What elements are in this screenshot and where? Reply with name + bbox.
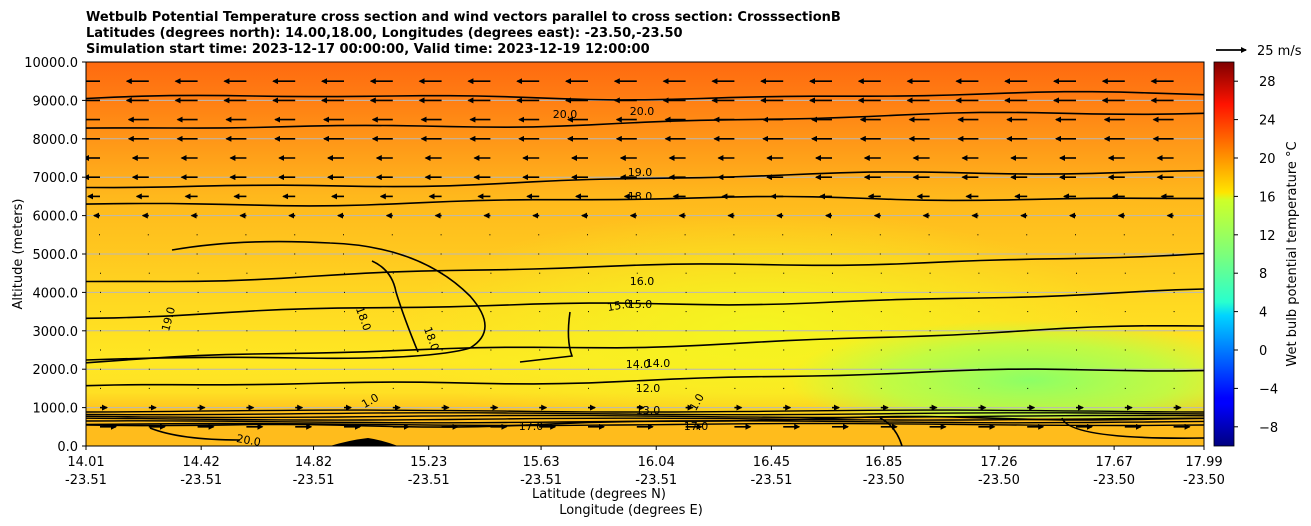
colorbar-tick-label: 28 [1259, 75, 1276, 90]
y-tick-label: 5000.0 [33, 248, 79, 263]
x-tick-label-lat: 17.99 [1185, 455, 1222, 470]
contour-line-20.0 [86, 111, 1204, 129]
colorbar-tick-label: 0 [1259, 344, 1267, 359]
contour-line-20-surface [149, 427, 241, 441]
contour-line-14.0 [86, 325, 1204, 364]
x-tick-label-lat: 17.26 [980, 455, 1017, 470]
quiver-key-label: 25 m/s [1257, 44, 1302, 59]
y-tick-label: 10000.0 [24, 56, 78, 71]
title-line-1: Wetbulb Potential Temperature cross sect… [86, 10, 841, 25]
contour-label: 20.0 [553, 108, 578, 121]
colorbar-gradient [1213, 61, 1235, 447]
wind-vectors [86, 78, 1191, 430]
contour-line-18.0 [86, 195, 1204, 207]
x-tick-label-lon: -23.51 [635, 473, 677, 488]
contour-labels: 20.0 20.019.018.016.015.014.012.017.018.0… [159, 105, 708, 449]
x-axis-label-lon: Longitude (degrees E) [559, 503, 703, 518]
contour-line-12.0 [86, 368, 1204, 387]
x-tick-label-lon: -23.50 [863, 473, 905, 488]
contour-line-15.0 [86, 288, 1204, 320]
terrain [330, 438, 398, 446]
contour-line-16.0 [86, 252, 1204, 283]
colorbar-ticks: −8 −4 0 4 8 12 16 20 24 28 [1234, 75, 1278, 436]
contour-label: 14.0 [646, 357, 671, 370]
colorbar-tick-label: −8 [1259, 421, 1278, 436]
x-axis: 14.01 -23.51 14.42 -23.51 14.82 -23.51 15.23 -2… [65, 446, 1225, 488]
contour-line-inversion [86, 412, 1204, 416]
contour-line-18-feature [371, 260, 419, 353]
x-tick-label-lon: -23.51 [520, 473, 562, 488]
colorbar-tick-label: 4 [1259, 306, 1267, 321]
contour-label: 15.0 [606, 297, 632, 314]
x-tick-label-lat: 14.82 [295, 455, 332, 470]
colorbar: −8 −4 0 4 8 12 16 20 24 28 Wet bulb potential tem… [1213, 61, 1300, 447]
y-axis: 0.0 1000.0 2000.0 3000.0 4000.0 5000.0 6000.0 7… [24, 56, 86, 455]
contour-line-19.0 [86, 169, 1204, 189]
colorbar-tick-label: 8 [1259, 267, 1267, 282]
contour-line-feature [86, 240, 486, 361]
contour-line-inversion [86, 417, 1204, 421]
x-tick-label-lon: -23.50 [1093, 473, 1135, 488]
y-tick-label: 8000.0 [33, 133, 79, 148]
x-tick-label-lat: 15.23 [410, 455, 447, 470]
contour-line-20.0 [86, 90, 1204, 101]
colorbar-tick-label: 16 [1259, 190, 1276, 205]
quiver-key: 25 m/s [1216, 44, 1302, 59]
contour-line-inversion [86, 422, 1204, 427]
x-tick-label-lat: 15.63 [522, 455, 559, 470]
y-axis-label: Altitude (meters) [11, 199, 26, 310]
x-tick-label-lon: -23.51 [65, 473, 107, 488]
contour-label: 17.0 [684, 420, 709, 433]
x-tick-label-lat: 16.45 [753, 455, 790, 470]
x-tick-label-lon: -23.50 [1183, 473, 1225, 488]
x-tick-label-lon: -23.51 [180, 473, 222, 488]
y-tick-label: 2000.0 [33, 363, 79, 378]
contour-line-inversion [86, 414, 1204, 419]
colorbar-label: Wet bulb potential temperature °C [1285, 141, 1300, 366]
contour-lines [86, 90, 1204, 446]
x-tick-label-lon: -23.51 [293, 473, 335, 488]
contour-label: 14.0 [626, 358, 651, 371]
contour-label: 20.0 [235, 432, 261, 449]
contour-label: 18.0 [628, 190, 653, 203]
contour-label: 13.0 [636, 404, 661, 417]
y-tick-label: 1000.0 [33, 402, 79, 417]
x-tick-label-lon: -23.50 [978, 473, 1020, 488]
chart-title: Wetbulb Potential Temperature cross sect… [86, 10, 841, 57]
contour-label: 17.0 [519, 420, 544, 433]
x-tick-label-lon: -23.51 [408, 473, 450, 488]
y-tick-label: 4000.0 [33, 286, 79, 301]
contour-label: 15.0 [628, 298, 653, 311]
contour-label: 19.0 [159, 306, 178, 333]
x-tick-label-lat: 14.01 [67, 455, 104, 470]
x-tick-label-lat: 16.04 [638, 455, 675, 470]
x-tick-label-lat: 14.42 [183, 455, 220, 470]
y-tick-label: 9000.0 [33, 94, 79, 109]
contour-line-surface-right [1061, 417, 1204, 439]
x-tick-label-lat: 17.67 [1096, 455, 1133, 470]
contour-line-inversion [86, 409, 1204, 413]
title-line-2: Latitudes (degrees north): 14.00,18.00, … [86, 26, 683, 41]
contour-label: 19.0 [628, 166, 653, 179]
colorbar-tick-label: 20 [1259, 152, 1276, 167]
contour-label: 16.0 [630, 275, 655, 288]
y-tick-label: 3000.0 [33, 325, 79, 340]
contour-label: 20.0 [630, 105, 655, 118]
colorbar-tick-label: −4 [1259, 382, 1278, 397]
contour-line-inversion [86, 420, 1204, 424]
colorbar-tick-label: 12 [1259, 229, 1276, 244]
colorbar-tick-label: 24 [1259, 114, 1276, 129]
y-tick-label: 7000.0 [33, 171, 79, 186]
x-tick-label-lon: -23.51 [750, 473, 792, 488]
contour-line-15-feature [519, 311, 574, 363]
title-line-3: Simulation start time: 2023-12-17 00:00:… [86, 42, 650, 57]
plot-area [86, 62, 1204, 446]
x-tick-label-lat: 16.85 [865, 455, 902, 470]
contour-label: 12.0 [636, 382, 661, 395]
x-axis-label-lat: Latitude (degrees N) [532, 487, 666, 502]
y-tick-label: 6000.0 [33, 210, 79, 225]
y-tick-label: 0.0 [57, 440, 78, 455]
